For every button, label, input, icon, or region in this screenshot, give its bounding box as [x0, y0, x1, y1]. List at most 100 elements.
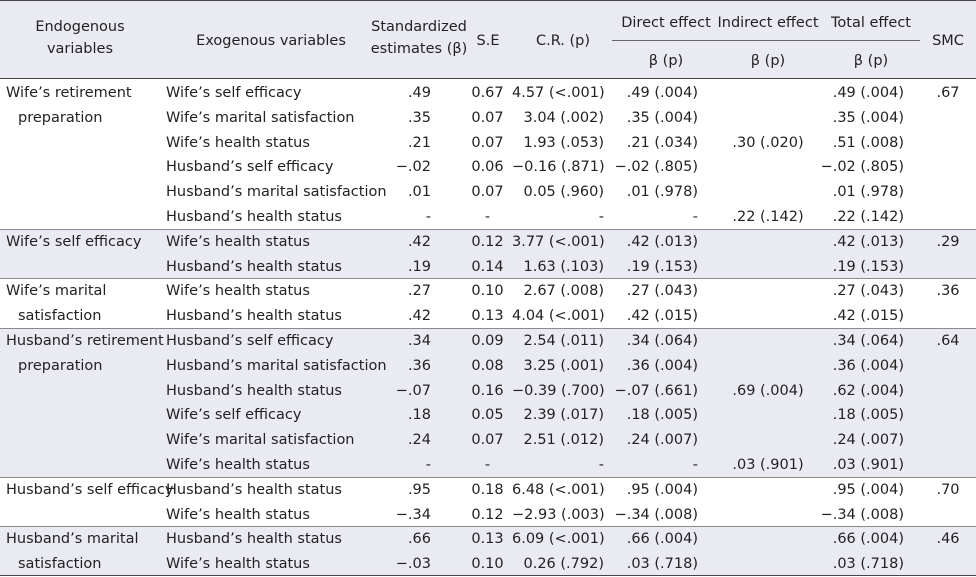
critical-ratio: −0.16 (.871): [512, 159, 605, 176]
header-se: S.E: [476, 33, 500, 49]
table-bottom-rule: [0, 575, 976, 576]
indirect-effect: .69 (.004): [732, 382, 804, 399]
standardized-estimate: .01: [407, 184, 431, 201]
total-effect: .22 (.142): [832, 209, 904, 225]
standardized-estimate: −.07: [395, 382, 431, 399]
exogenous-variable-label: Husband’s health status: [166, 258, 342, 275]
critical-ratio: 0.05 (.960): [523, 184, 605, 201]
exogenous-variable-label: Wife’s self efficacy: [166, 85, 302, 101]
total-effect: .18 (.005): [832, 407, 904, 424]
header-total-effect: Total effect: [831, 15, 911, 31]
group-separator: [0, 526, 976, 528]
exogenous-variable-label: Wife’s health status: [166, 506, 310, 523]
total-effect: .49 (.004): [832, 85, 904, 101]
direct-effect: .27 (.043): [626, 283, 698, 300]
standardized-estimate: .95: [407, 481, 431, 498]
indirect-effect: .30 (.020): [732, 134, 804, 151]
total-effect: .66 (.004): [832, 531, 904, 548]
direct-effect: .18 (.005): [626, 407, 698, 424]
critical-ratio: 1.93 (.053): [523, 134, 605, 151]
critical-ratio: 0.26 (.792): [523, 556, 605, 573]
header-total-beta: β (p): [853, 53, 889, 69]
total-effect: .34 (.064): [832, 333, 904, 349]
exogenous-variable-label: Husband’s self efficacy: [166, 333, 334, 349]
total-effect: .42 (.013): [832, 233, 904, 250]
smc-value: .29: [936, 233, 960, 250]
critical-ratio: 3.77 (<.001): [512, 233, 605, 250]
direct-effect: .36 (.004): [626, 357, 698, 374]
direct-effect: .24 (.007): [626, 432, 698, 449]
critical-ratio: 4.57 (<.001): [512, 85, 605, 101]
exogenous-variable-label: Husband’s health status: [166, 382, 342, 399]
standardized-estimate: .18: [407, 407, 431, 424]
direct-effect: .01 (.978): [626, 184, 698, 201]
smc-value: .64: [936, 333, 960, 349]
standardized-estimate: .49: [407, 85, 431, 101]
group-separator: [0, 278, 976, 280]
endogenous-variable-label: preparation: [18, 109, 103, 126]
standard-error: 0.16: [471, 382, 504, 399]
total-effect: .01 (.978): [832, 184, 904, 201]
direct-effect: .34 (.064): [626, 333, 698, 349]
total-effect: .35 (.004): [832, 109, 904, 126]
total-effect: .24 (.007): [832, 432, 904, 449]
standard-error: 0.07: [471, 109, 504, 126]
effect-header-rule: [612, 40, 920, 41]
standardized-estimate: .42: [407, 233, 431, 250]
endogenous-variable-label: Husband’s marital: [6, 531, 139, 548]
critical-ratio: 1.63 (.103): [523, 258, 605, 275]
table-header-background: [0, 0, 976, 78]
standard-error: 0.06: [471, 159, 504, 176]
total-effect: .62 (.004): [832, 382, 904, 399]
group-separator: [0, 228, 976, 230]
header-direct-effect: Direct effect: [621, 15, 711, 31]
standard-error: 0.18: [471, 481, 504, 498]
standardized-estimate: -: [425, 457, 431, 473]
header-exogenous: Exogenous variables: [196, 33, 346, 49]
direct-effect: .49 (.004): [626, 85, 698, 101]
endogenous-variable-label: satisfaction: [18, 308, 102, 325]
standard-error: 0.14: [471, 258, 504, 275]
critical-ratio: 2.54 (.011): [523, 333, 605, 349]
endogenous-variable-label: Wife’s retirement: [6, 85, 132, 101]
total-effect: .95 (.004): [832, 481, 904, 498]
exogenous-variable-label: Husband’s self efficacy: [166, 159, 334, 176]
standardized-estimate: −.03: [395, 556, 431, 573]
standard-error: 0.13: [471, 308, 504, 325]
standard-error: 0.12: [471, 506, 504, 523]
exogenous-variable-label: Husband’s marital satisfaction: [166, 357, 387, 374]
standardized-estimate: -: [425, 209, 431, 225]
standardized-estimate: .19: [407, 258, 431, 275]
header-bottom-rule: [0, 78, 976, 79]
standard-error: 0.07: [471, 134, 504, 151]
direct-effect: .35 (.004): [626, 109, 698, 126]
group-separator: [0, 476, 976, 478]
exogenous-variable-label: Wife’s health status: [166, 457, 310, 473]
header-indirect-effect: Indirect effect: [717, 15, 819, 31]
direct-effect: −.02 (.805): [614, 159, 698, 176]
header-direct-beta: β (p): [648, 53, 684, 69]
critical-ratio: 6.09 (<.001): [512, 531, 605, 548]
endogenous-variable-label: satisfaction: [18, 556, 102, 573]
exogenous-variable-label: Wife’s self efficacy: [166, 407, 302, 424]
exogenous-variable-label: Wife’s health status: [166, 283, 310, 300]
standardized-estimate: .35: [407, 109, 431, 126]
exogenous-variable-label: Wife’s marital satisfaction: [166, 109, 355, 126]
exogenous-variable-label: Husband’s health status: [166, 308, 342, 325]
standard-error: 0.08: [471, 357, 504, 374]
direct-effect: −.34 (.008): [614, 506, 698, 523]
exogenous-variable-label: Wife’s health status: [166, 556, 310, 573]
group-separator: [0, 328, 976, 329]
standardized-estimate: .21: [407, 134, 431, 151]
standard-error: 0.10: [471, 556, 504, 573]
indirect-effect: .03 (.901): [732, 457, 804, 473]
critical-ratio: 3.25 (.001): [523, 357, 605, 374]
standardized-estimate: .27: [407, 283, 431, 300]
endogenous-variable-label: Wife’s marital: [6, 283, 107, 300]
total-effect: .27 (.043): [832, 283, 904, 300]
total-effect: .19 (.153): [832, 258, 904, 275]
header-indirect-beta: β (p): [750, 53, 786, 69]
critical-ratio: 3.04 (.002): [523, 109, 605, 126]
standard-error: 0.09: [471, 333, 504, 349]
standard-error: 0.05: [471, 407, 504, 424]
